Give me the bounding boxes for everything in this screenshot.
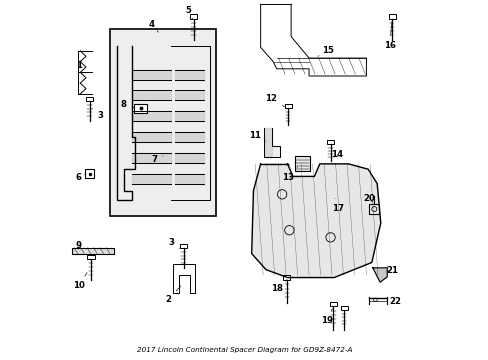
FancyBboxPatch shape xyxy=(180,244,187,248)
Text: 2017 Lincoln Continental Spacer Diagram for GD9Z-8472-A: 2017 Lincoln Continental Spacer Diagram … xyxy=(137,347,351,353)
Text: 5: 5 xyxy=(184,6,192,19)
Polygon shape xyxy=(264,128,280,157)
Text: 18: 18 xyxy=(271,280,286,293)
Text: 3: 3 xyxy=(92,108,103,120)
FancyBboxPatch shape xyxy=(190,14,197,19)
FancyBboxPatch shape xyxy=(340,306,347,310)
FancyBboxPatch shape xyxy=(294,156,309,171)
Text: 14: 14 xyxy=(330,144,343,159)
FancyBboxPatch shape xyxy=(85,169,94,178)
Text: 11: 11 xyxy=(248,131,265,141)
Text: 16: 16 xyxy=(383,21,395,50)
FancyBboxPatch shape xyxy=(368,204,379,214)
FancyBboxPatch shape xyxy=(86,97,93,101)
FancyBboxPatch shape xyxy=(72,248,113,253)
Text: 1: 1 xyxy=(76,60,81,70)
Text: 3: 3 xyxy=(168,238,179,248)
Text: 2: 2 xyxy=(165,286,181,303)
Text: 12: 12 xyxy=(265,94,284,107)
Text: 7: 7 xyxy=(151,155,163,164)
FancyBboxPatch shape xyxy=(110,30,215,216)
FancyBboxPatch shape xyxy=(326,140,333,144)
Polygon shape xyxy=(372,268,386,282)
Text: 17: 17 xyxy=(331,199,343,213)
Text: 20: 20 xyxy=(363,194,374,203)
Text: 13: 13 xyxy=(282,167,297,182)
Text: 4: 4 xyxy=(148,19,158,32)
FancyBboxPatch shape xyxy=(87,255,94,259)
Text: 9: 9 xyxy=(76,241,81,250)
Text: 8: 8 xyxy=(120,100,134,109)
FancyBboxPatch shape xyxy=(283,275,290,280)
Text: 10: 10 xyxy=(73,273,87,290)
Text: 6: 6 xyxy=(76,173,86,182)
Text: 15: 15 xyxy=(317,46,333,56)
FancyBboxPatch shape xyxy=(284,104,291,108)
FancyBboxPatch shape xyxy=(329,302,336,306)
Text: 22: 22 xyxy=(388,297,400,306)
Text: 21: 21 xyxy=(386,266,397,275)
FancyBboxPatch shape xyxy=(134,104,147,113)
Text: 19: 19 xyxy=(320,309,332,325)
FancyBboxPatch shape xyxy=(388,14,395,19)
Polygon shape xyxy=(251,164,380,278)
